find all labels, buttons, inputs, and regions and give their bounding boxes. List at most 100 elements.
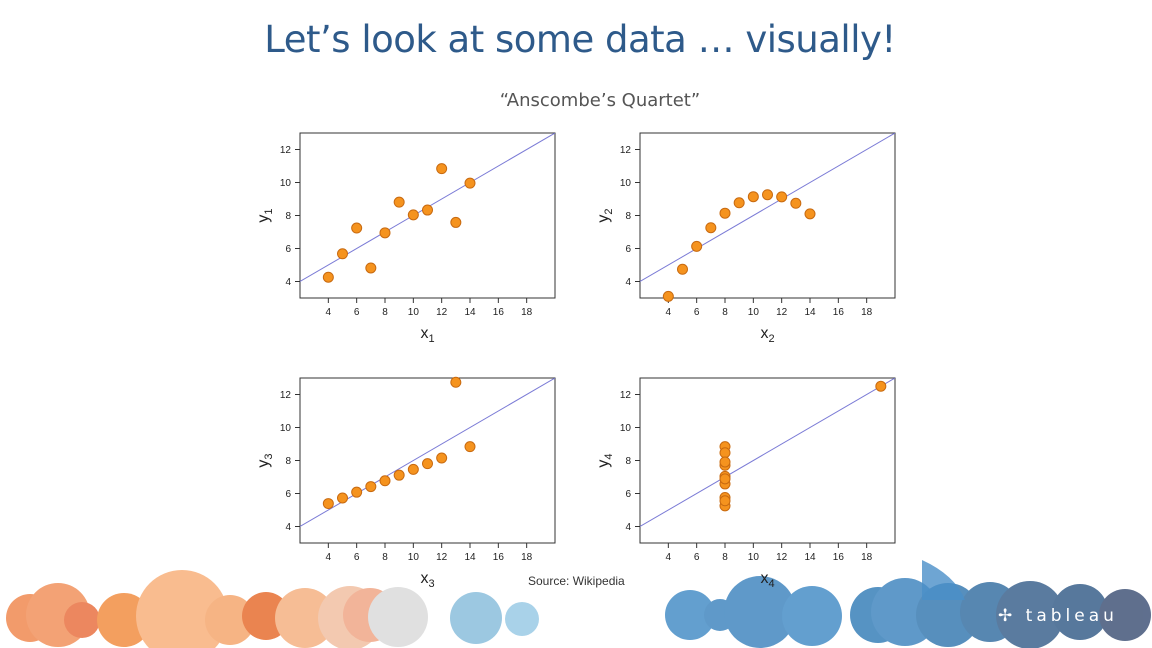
x-tick-label: 6: [354, 552, 360, 563]
data-point: [407, 209, 419, 221]
data-point: [436, 163, 448, 175]
x-tick-label: 16: [833, 552, 845, 563]
data-point: [393, 469, 405, 481]
data-point: [662, 290, 674, 302]
x-tick-label: 14: [464, 307, 476, 318]
regression-line: [640, 378, 895, 527]
y-axis-label: y3: [255, 453, 275, 467]
x-tick-label: 8: [382, 552, 388, 563]
data-point: [365, 262, 377, 274]
data-point: [733, 197, 745, 209]
data-point: [719, 456, 731, 468]
y-axis-label-subscript: 2: [603, 208, 615, 214]
y-tick-label: 8: [625, 211, 631, 222]
x-axis-label-subscript: 2: [768, 333, 774, 343]
y-tick-label: 10: [280, 178, 292, 189]
x-tick-label: 14: [804, 552, 816, 563]
data-point: [322, 498, 334, 510]
x-tick-label: 16: [833, 307, 845, 318]
data-point: [351, 486, 363, 498]
y-tick-label: 12: [280, 145, 292, 156]
x-tick-label: 14: [464, 552, 476, 563]
y-tick-label: 10: [620, 178, 632, 189]
y-axis-label-subscript: 4: [603, 453, 615, 459]
data-point: [422, 204, 433, 216]
x-tick-label: 6: [354, 307, 360, 318]
data-point: [790, 197, 802, 209]
data-point: [691, 240, 703, 252]
data-point: [436, 452, 448, 464]
y-tick-label: 10: [620, 423, 632, 434]
y-tick-label: 4: [625, 277, 631, 288]
x-axis-label-subscript: 4: [768, 578, 774, 588]
tableau-plus-icon: ✢: [998, 606, 1017, 626]
x-tick-label: 14: [804, 307, 816, 318]
data-point: [450, 216, 462, 228]
x-axis-label: x3: [420, 570, 434, 588]
page-subtitle: “Anscombe’s Quartet”: [499, 90, 701, 111]
x-tick-label: 4: [326, 307, 332, 318]
x-axis-label-subscript: 1: [428, 333, 434, 343]
data-point: [705, 222, 717, 234]
x-tick-label: 18: [521, 307, 533, 318]
y-tick-label: 8: [285, 211, 291, 222]
data-point: [450, 376, 462, 388]
data-point: [351, 222, 363, 234]
y-axis-label-subscript: 1: [263, 208, 275, 214]
data-point: [776, 191, 788, 203]
y-tick-label: 10: [280, 423, 292, 434]
data-point: [379, 227, 391, 239]
data-point: [719, 495, 731, 507]
x-tick-label: 4: [666, 307, 672, 318]
data-point: [337, 248, 348, 260]
data-point: [875, 380, 887, 392]
plot-frame: [639, 377, 896, 544]
data-point: [804, 208, 816, 220]
x-tick-label: 18: [861, 552, 873, 563]
x-tick-label: 16: [493, 552, 505, 563]
regression-line: [640, 133, 895, 282]
x-tick-label: 12: [436, 552, 448, 563]
regression-line: [300, 378, 555, 527]
x-tick-label: 18: [861, 307, 873, 318]
y-tick-label: 12: [620, 390, 632, 401]
plot-frame: [639, 132, 896, 299]
y-axis-label-subscript: 3: [263, 453, 275, 459]
y-tick-label: 12: [620, 145, 632, 156]
x-tick-label: 10: [408, 552, 420, 563]
y-axis-label: y2: [595, 208, 615, 222]
x-axis-label: x1: [420, 325, 434, 343]
data-point: [747, 191, 759, 203]
tableau-logo: ✢ tableau: [998, 606, 1118, 626]
y-tick-label: 12: [280, 390, 292, 401]
data-point: [393, 196, 405, 208]
x-axis-label: x2: [760, 325, 774, 343]
y-tick-label: 4: [285, 277, 291, 288]
data-point: [762, 189, 773, 201]
y-tick-label: 6: [285, 489, 291, 500]
data-point: [407, 463, 419, 475]
x-tick-label: 16: [493, 307, 505, 318]
data-point: [464, 177, 476, 189]
y-axis-label: y4: [595, 453, 615, 467]
x-tick-label: 12: [776, 552, 788, 563]
y-tick-label: 8: [285, 456, 291, 467]
page-title: Let’s look at some data … visually!: [264, 18, 896, 61]
data-point: [422, 458, 433, 470]
y-tick-label: 8: [625, 456, 631, 467]
x-tick-label: 8: [722, 552, 728, 563]
y-tick-label: 4: [625, 522, 631, 533]
x-tick-label: 8: [722, 307, 728, 318]
x-tick-label: 6: [694, 307, 700, 318]
y-tick-label: 6: [285, 244, 291, 255]
data-point: [322, 271, 334, 283]
x-tick-label: 12: [776, 307, 788, 318]
logo-text: tableau: [1025, 606, 1118, 626]
x-tick-label: 4: [666, 552, 672, 563]
data-point: [677, 263, 688, 275]
data-point: [337, 492, 348, 504]
